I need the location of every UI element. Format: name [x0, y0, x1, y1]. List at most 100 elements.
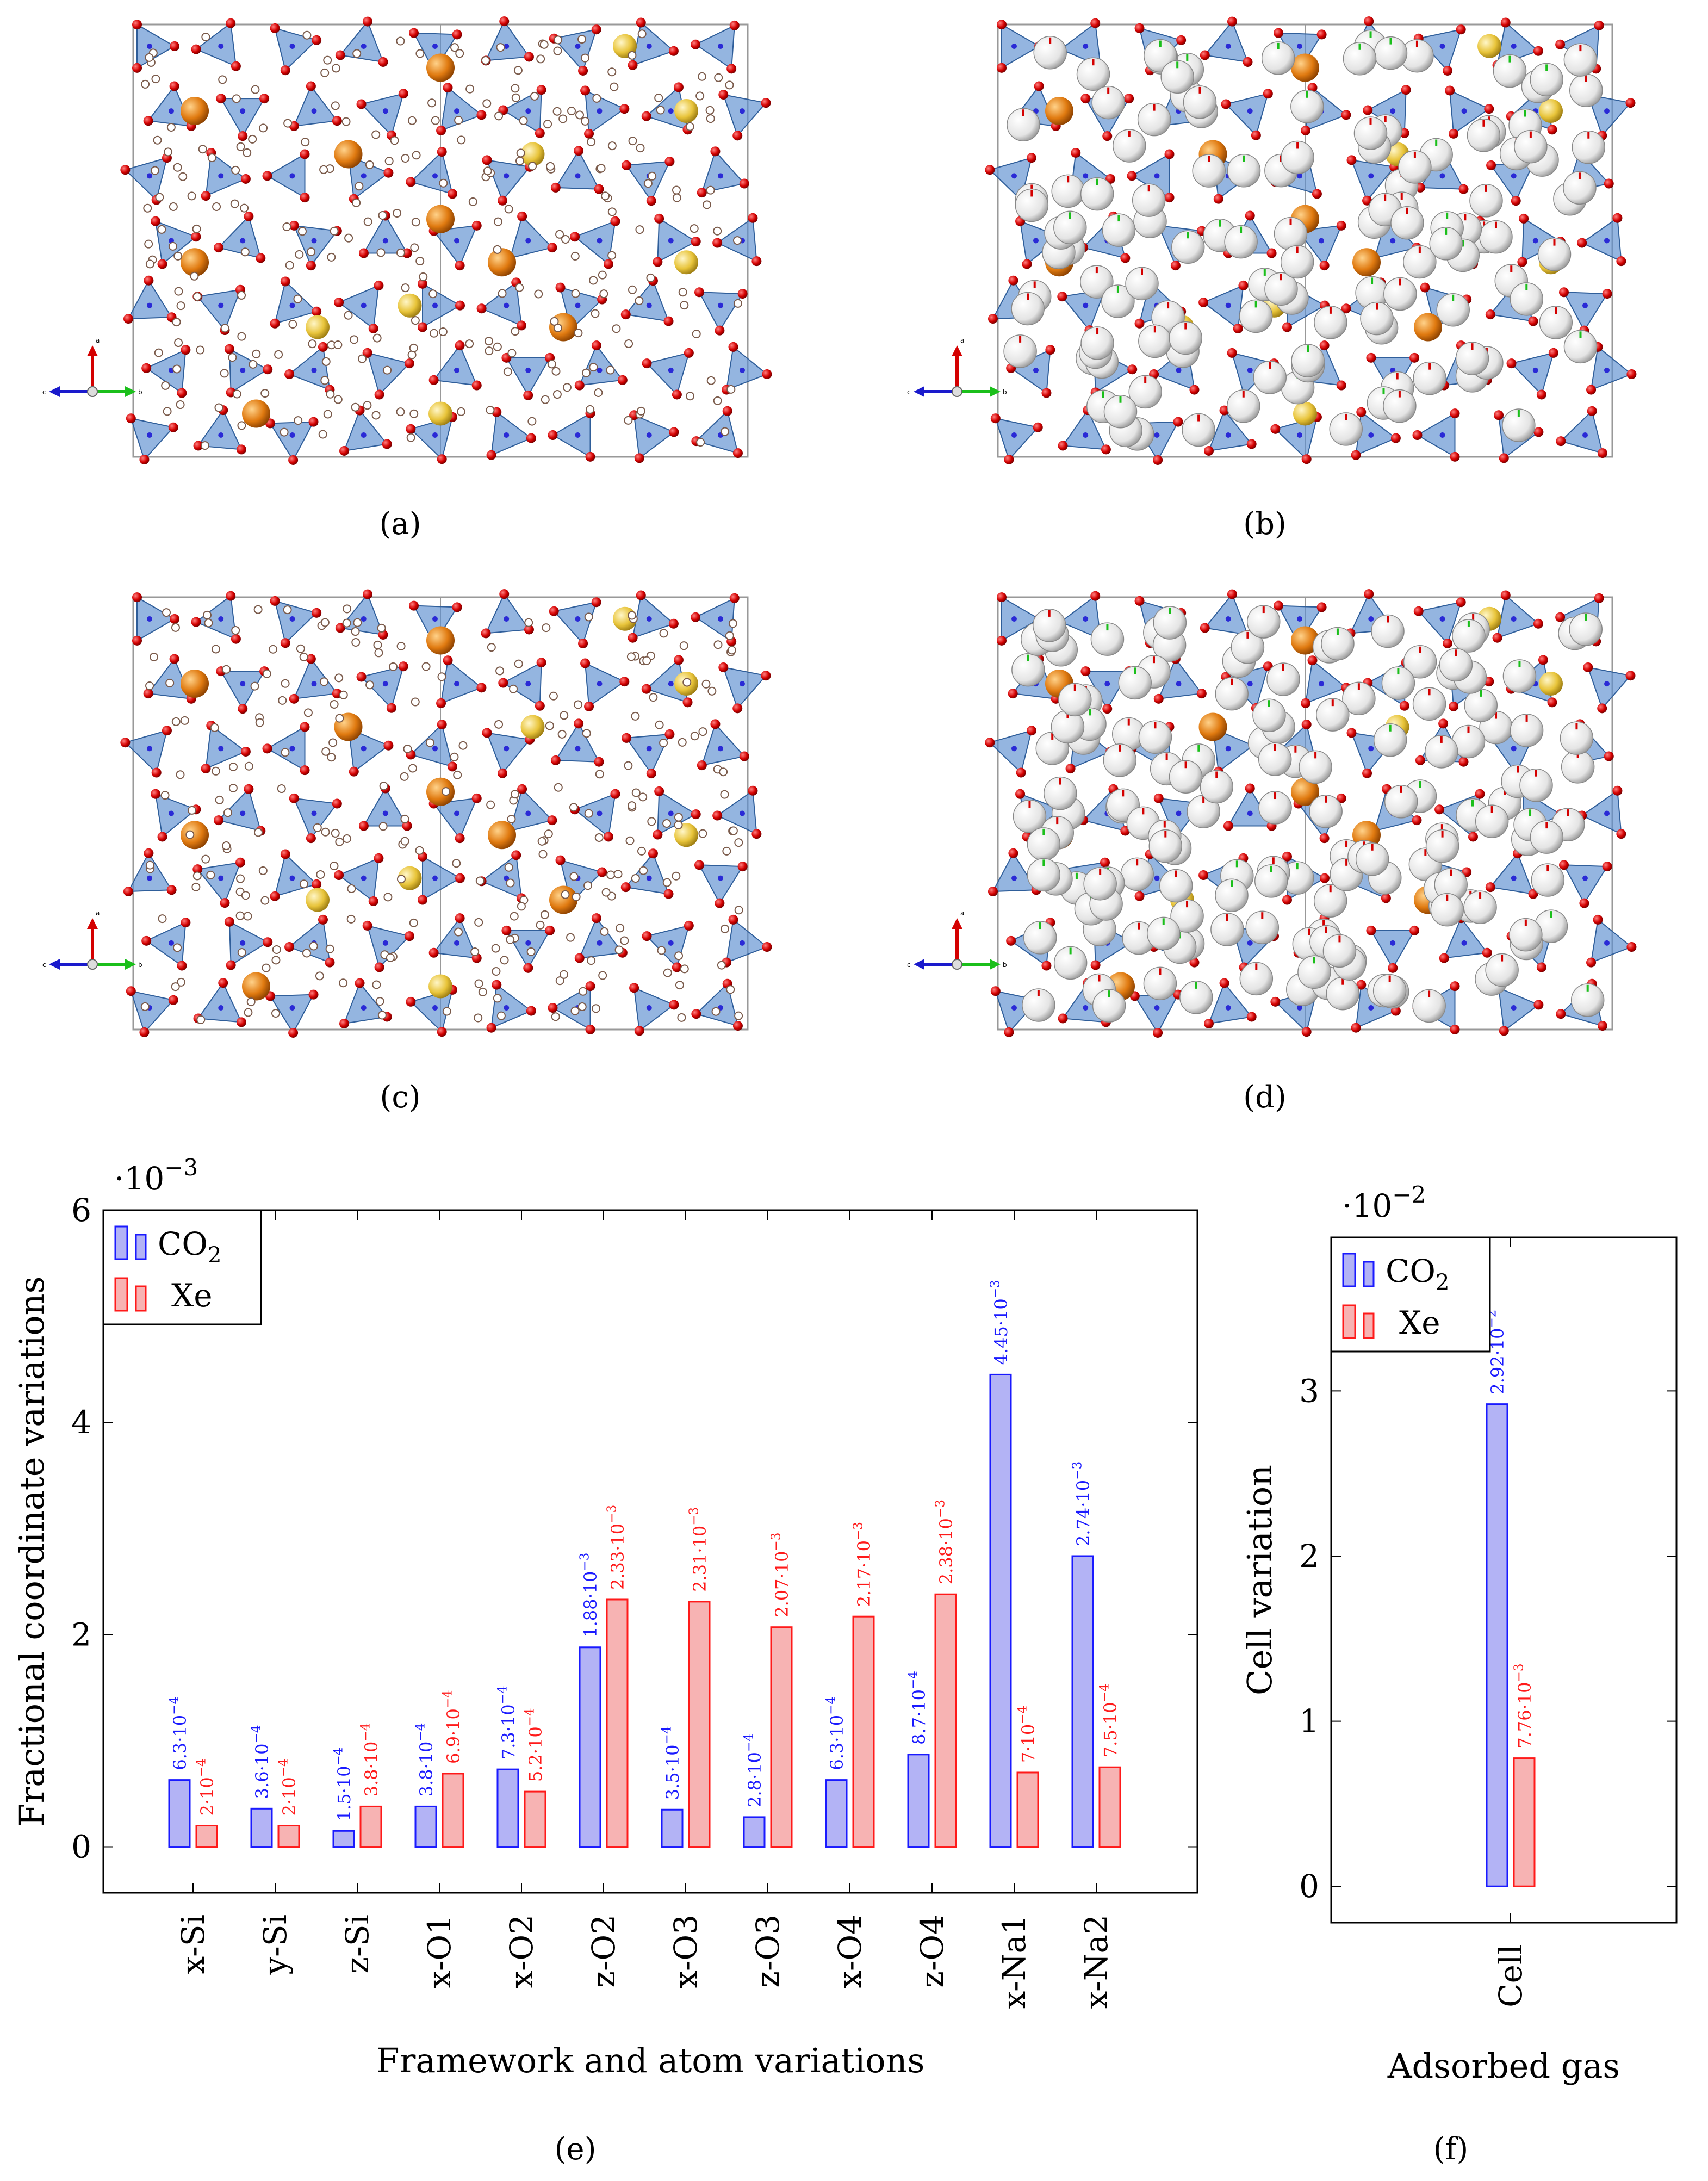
- sio4-tetrahedron: [1587, 94, 1632, 137]
- sio4-tetrahedron: [220, 98, 265, 138]
- axis-a-arrowhead: [952, 918, 962, 929]
- water-molecule: [569, 872, 579, 881]
- water-molecule: [328, 738, 338, 747]
- silicon-atom: [1368, 616, 1374, 622]
- silicon-atom: [525, 367, 531, 373]
- oxygen-atom: [536, 658, 546, 668]
- molecule-marker: [1030, 190, 1033, 197]
- water-molecule: [396, 36, 405, 46]
- co2-molecule: [1102, 213, 1136, 247]
- silicon-atom: [1439, 173, 1445, 179]
- sio4-tetrahedron: [701, 150, 746, 194]
- molecule-marker: [1051, 733, 1054, 740]
- oxygen-atom: [143, 116, 153, 126]
- water-molecule: [703, 200, 712, 209]
- oxygen-atom: [349, 766, 359, 777]
- water-molecule: [163, 407, 172, 416]
- oxygen-atom: [722, 406, 732, 416]
- oxygen-atom: [486, 450, 496, 460]
- oxygen-atom: [550, 755, 561, 765]
- oxygen-atom: [1134, 23, 1145, 33]
- oxygen-atom: [1366, 352, 1376, 363]
- water-molecule: [384, 157, 394, 166]
- oxygen-atom: [455, 340, 465, 351]
- oxygen-atom: [1341, 303, 1351, 314]
- data-label-co2: 3.8·10−4: [414, 1723, 437, 1797]
- water-molecule: [326, 389, 335, 399]
- silicon-atom: [646, 432, 652, 438]
- silicon-atom: [1297, 616, 1302, 622]
- oxygen-atom: [585, 451, 595, 462]
- molecule-marker: [1398, 391, 1401, 398]
- silicon-atom: [289, 44, 295, 49]
- oxygen-atom: [1500, 590, 1511, 600]
- water-molecule: [696, 438, 705, 447]
- x-tick-label: x-O1: [421, 1914, 458, 1988]
- oxygen-atom: [1227, 589, 1237, 599]
- oxygen-atom: [684, 920, 694, 931]
- sio4-tetrahedron: [205, 152, 247, 197]
- oxygen-atom: [335, 623, 345, 633]
- water-molecule: [720, 790, 729, 799]
- water-molecule: [415, 257, 425, 266]
- sio4-tetrahedron: [695, 410, 739, 454]
- silicon-atom: [597, 681, 603, 687]
- oxygen-atom: [1045, 345, 1055, 355]
- co2-molecule: [1227, 154, 1261, 188]
- silicon-atom: [169, 810, 174, 816]
- oxygen-atom: [732, 131, 743, 141]
- water-molecule: [506, 878, 515, 888]
- silicon-atom: [240, 108, 246, 114]
- oxygen-atom: [710, 146, 721, 157]
- water-molecule: [173, 251, 183, 261]
- sio4-tetrahedron: [432, 344, 478, 386]
- molecule-marker: [1165, 753, 1168, 760]
- oxygen-atom: [1415, 755, 1425, 765]
- water-molecule: [500, 956, 509, 965]
- water-molecule: [677, 1013, 686, 1022]
- water-molecule: [679, 641, 688, 650]
- sio4-tetrahedron: [505, 357, 551, 396]
- oxygen-atom: [663, 889, 674, 899]
- silicon-atom: [311, 238, 317, 244]
- molecule-marker: [1517, 766, 1519, 773]
- silicon-atom: [1176, 810, 1182, 816]
- water-molecule: [454, 927, 463, 937]
- oxygen-atom: [1320, 873, 1330, 883]
- legend-label: CO2: [158, 1225, 221, 1268]
- sodium-atom: [181, 821, 209, 850]
- water-molecule: [230, 199, 239, 208]
- water-molecule: [719, 767, 728, 777]
- water-molecule: [169, 202, 178, 211]
- molecule-marker: [1440, 736, 1443, 743]
- oxygen-atom: [524, 52, 534, 62]
- oxygen-atom: [476, 110, 487, 120]
- oxygen-atom: [1555, 612, 1566, 622]
- bar-co2: [989, 1373, 1012, 1848]
- oxygen-atom: [270, 891, 280, 901]
- water-molecule: [379, 782, 388, 791]
- oxygen-atom: [168, 422, 178, 432]
- water-molecule: [248, 134, 257, 144]
- xenon-atom: [1169, 760, 1203, 794]
- water-molecule: [686, 392, 695, 401]
- silicon-atom: [597, 940, 603, 946]
- water-molecule: [515, 156, 525, 165]
- water-molecule: [711, 1007, 721, 1016]
- xenon-atom: [1530, 820, 1564, 854]
- xenon-atom: [1342, 681, 1376, 715]
- oxygen-atom: [374, 853, 384, 863]
- silicon-atom: [575, 173, 581, 179]
- oxygen-atom: [1413, 606, 1424, 616]
- silicon-atom: [504, 1005, 510, 1011]
- xenon-atom: [1430, 893, 1464, 927]
- water-molecule: [282, 222, 291, 232]
- silicon-atom: [311, 367, 317, 373]
- water-molecule: [403, 744, 412, 753]
- oxygen-atom: [1238, 280, 1249, 290]
- water-molecule: [539, 40, 549, 49]
- water-molecule: [727, 646, 736, 655]
- water-molecule: [544, 829, 553, 839]
- oxygen-atom: [235, 857, 245, 868]
- water-molecule: [662, 819, 672, 828]
